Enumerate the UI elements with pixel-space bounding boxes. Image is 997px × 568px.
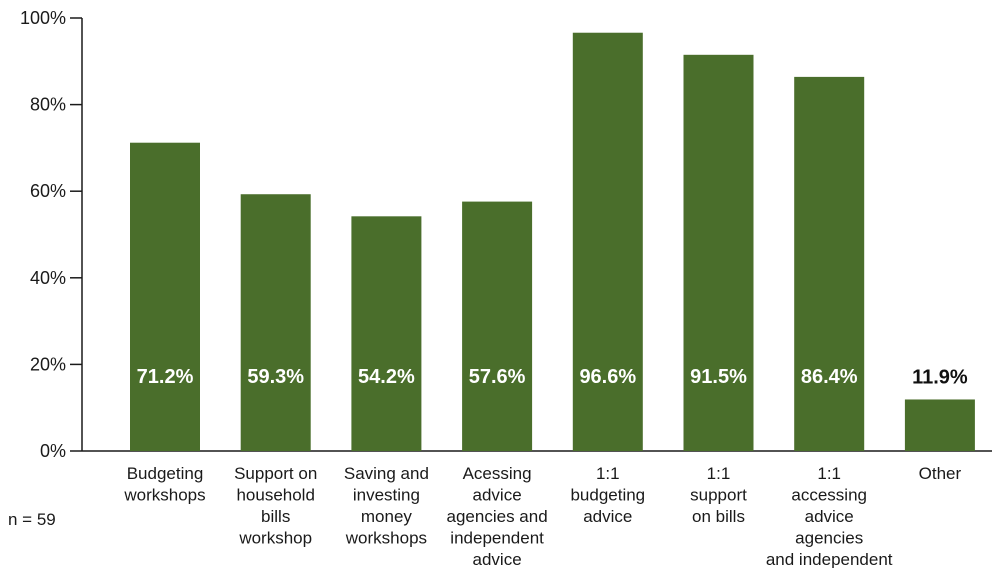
category-label: Acessing — [463, 464, 532, 483]
bar — [351, 216, 422, 451]
category-label: 1:1 — [596, 464, 620, 483]
y-tick-label: 100% — [20, 8, 66, 28]
category-label: Budgeting — [127, 464, 204, 483]
category-label: 1:1 — [707, 464, 731, 483]
category-label: money — [361, 507, 413, 526]
bar — [683, 54, 754, 452]
category-label: workshop — [238, 529, 312, 548]
category-label: agencies and — [447, 507, 548, 526]
data-label: 86.4% — [801, 366, 858, 388]
category-label: workshops — [345, 529, 427, 548]
category-label: Saving and — [344, 464, 429, 483]
category-label: independent — [450, 529, 544, 548]
labels: 71.2% Budgeting workshops 59.3% Support on ho… — [123, 366, 968, 568]
bar — [794, 76, 865, 451]
category-label: budgeting — [570, 486, 645, 505]
bar — [240, 194, 311, 451]
y-tick-label: 60% — [30, 181, 66, 201]
category-label: Support on — [234, 464, 317, 483]
category-label: 1:1 — [817, 464, 841, 483]
bars — [130, 32, 975, 452]
category-label: household — [236, 486, 314, 505]
category-label: advice — [473, 550, 522, 568]
bar — [130, 142, 200, 452]
data-label: 71.2% — [137, 366, 194, 388]
bar — [572, 32, 643, 452]
data-label: 54.2% — [358, 366, 415, 388]
data-label: 57.6% — [469, 366, 526, 388]
category-label: workshops — [123, 486, 205, 505]
y-tick-label: 20% — [30, 354, 66, 374]
data-label: 96.6% — [579, 366, 636, 388]
category-label: agencies — [795, 529, 863, 548]
sample-size-note: n = 59 — [8, 510, 56, 529]
data-label: 11.9% — [912, 366, 968, 388]
category-label: support — [690, 486, 747, 505]
y-tick-label: 0% — [40, 441, 66, 461]
category-label: advice — [805, 507, 854, 526]
data-label: 91.5% — [690, 366, 747, 388]
category-label: advice — [473, 486, 522, 505]
bar — [904, 399, 975, 451]
y-tick-label: 40% — [30, 268, 66, 288]
category-label: advice — [583, 507, 632, 526]
category-label: investing — [353, 486, 420, 505]
category-label: bills — [261, 507, 290, 526]
category-label: and independent — [766, 550, 893, 568]
data-label: 59.3% — [247, 366, 304, 388]
category-label: on bills — [692, 507, 745, 526]
y-tick-label: 80% — [30, 95, 66, 115]
category-label: accessing — [791, 486, 867, 505]
bar — [462, 201, 533, 451]
category-label: Other — [919, 464, 962, 483]
